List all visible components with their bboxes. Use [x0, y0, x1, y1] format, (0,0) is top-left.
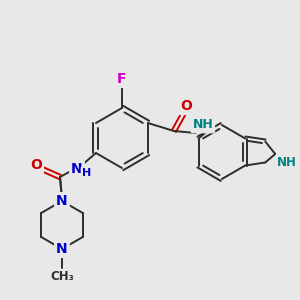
Text: CH₃: CH₃: [50, 271, 74, 284]
Text: F: F: [117, 72, 127, 86]
Text: H: H: [82, 168, 92, 178]
Text: NH: NH: [193, 118, 213, 131]
Text: N: N: [56, 194, 68, 208]
Text: O: O: [180, 99, 192, 113]
Text: O: O: [30, 158, 42, 172]
Text: N: N: [71, 162, 83, 176]
Text: N: N: [56, 242, 68, 256]
Text: NH: NH: [277, 155, 297, 169]
